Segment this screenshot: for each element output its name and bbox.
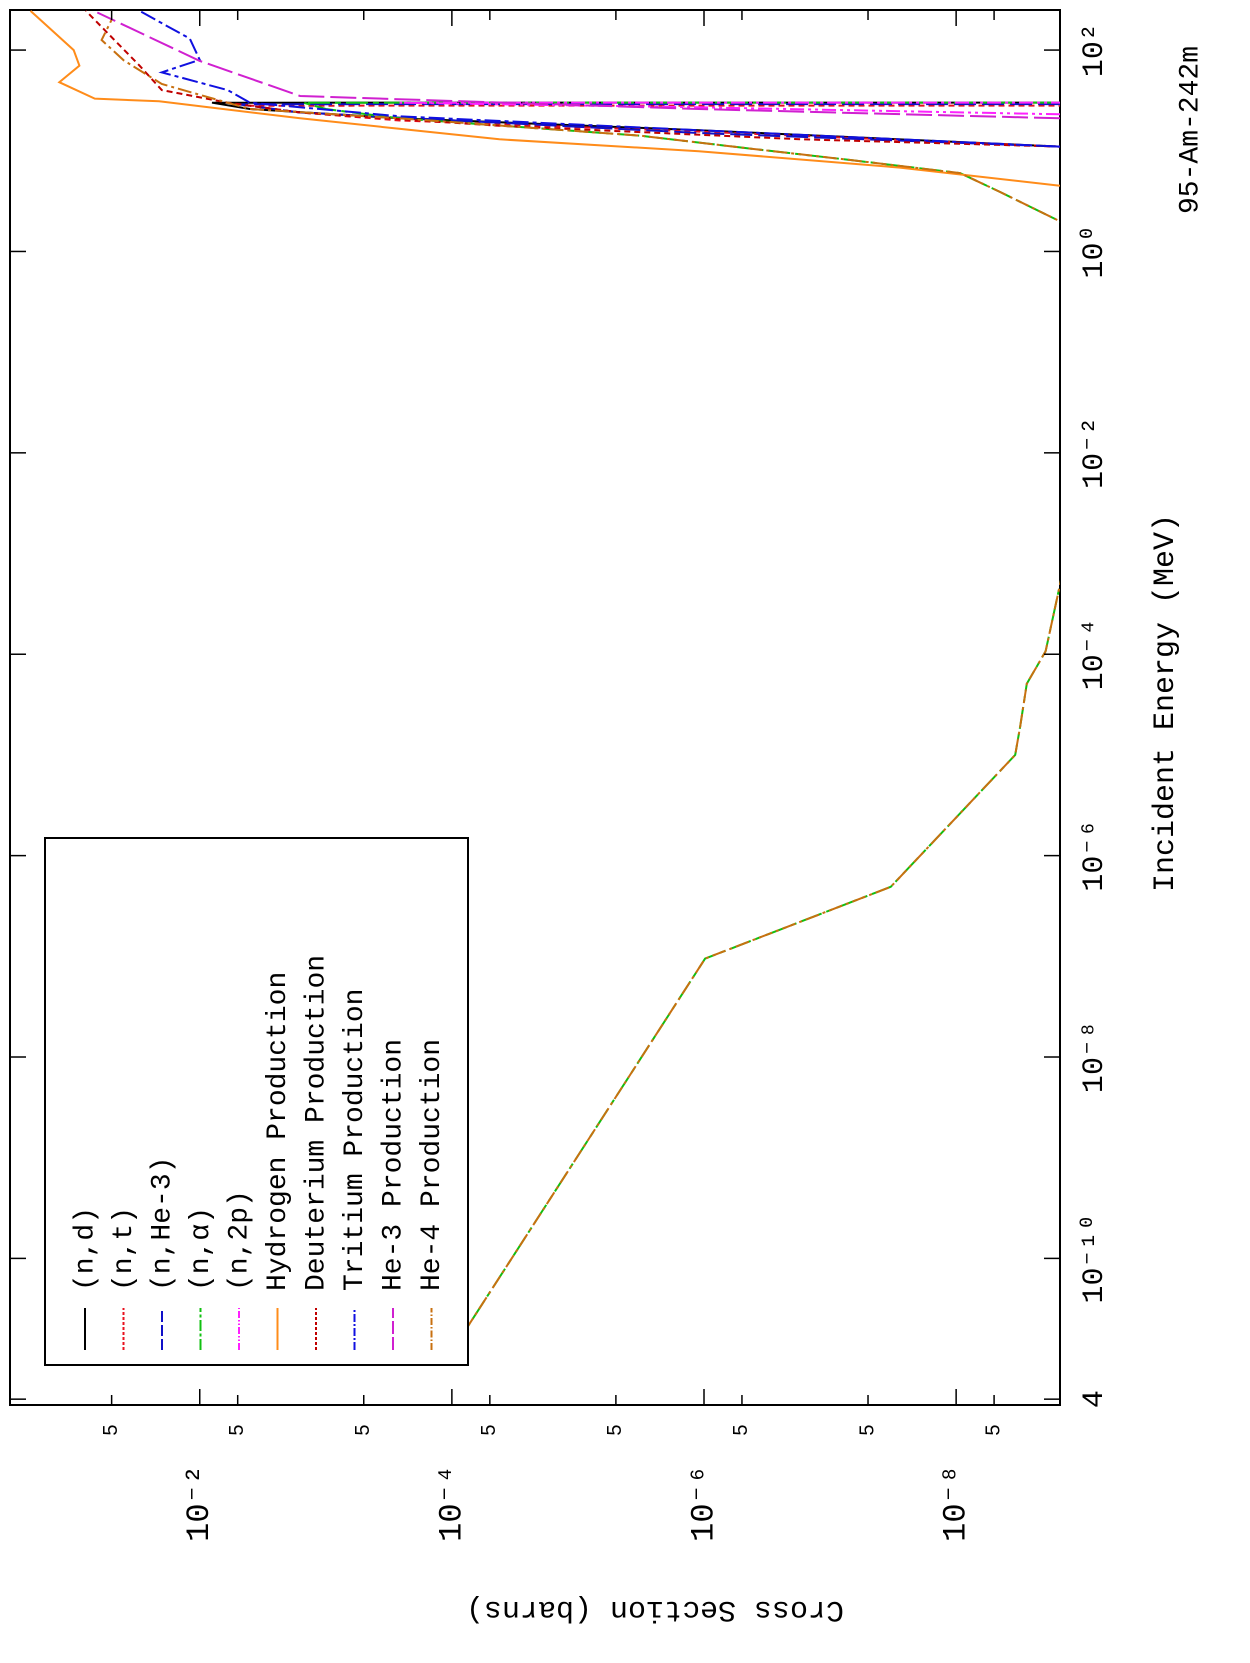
x-tick-label: 10² bbox=[1078, 23, 1112, 77]
series-line bbox=[29, 10, 1060, 187]
x-tick-label: 10⁻⁶ bbox=[1078, 820, 1112, 892]
y-tick-label: 5 bbox=[982, 1424, 1004, 1435]
legend-label: (n,He-3) bbox=[147, 1157, 178, 1291]
x-tick-label: 10⁻⁸ bbox=[1078, 1021, 1112, 1093]
x-tick-label: 10⁰ bbox=[1078, 224, 1112, 278]
legend-box bbox=[44, 837, 469, 1366]
y-tick-label: 10⁻⁶ bbox=[685, 1465, 722, 1542]
legend-label: Hydrogen Production bbox=[263, 972, 294, 1291]
legend-label: Deuterium Production bbox=[301, 955, 332, 1291]
chart-title: 95-Am-242m bbox=[1175, 46, 1206, 214]
rotated-plot: 95-Am-242m Incident Energy (MeV) Cross S… bbox=[9, 9, 1206, 1626]
plot-frame bbox=[9, 9, 1061, 1406]
legend-label: He-4 Production bbox=[417, 1039, 448, 1291]
y-tick-label: 5 bbox=[100, 1424, 122, 1435]
legend-label: (n,2p) bbox=[224, 1190, 255, 1291]
series-line bbox=[139, 10, 1060, 148]
y-tick-label: 5 bbox=[352, 1424, 374, 1435]
x-tick-label: 10⁻⁴ bbox=[1078, 618, 1112, 690]
y-axis-label: Cross Section (barns) bbox=[466, 1592, 844, 1626]
series-layer bbox=[29, 10, 1060, 1352]
legend-label: (n,d) bbox=[70, 1207, 101, 1291]
legend-label: (n,t) bbox=[109, 1207, 140, 1291]
x-tick-label: 4 bbox=[1078, 1390, 1112, 1408]
x-tick-label: 10⁻¹⁰ bbox=[1078, 1213, 1112, 1303]
y-tick-label: 5 bbox=[226, 1424, 248, 1435]
legend-label: (n,α) bbox=[186, 1207, 217, 1291]
series-line bbox=[100, 19, 1060, 1352]
series-line bbox=[399, 101, 1060, 116]
y-tick-label: 10⁻⁴ bbox=[433, 1465, 470, 1542]
y-tick-label: 5 bbox=[604, 1424, 626, 1435]
y-tick-label: 10⁻⁸ bbox=[938, 1465, 975, 1542]
series-line bbox=[303, 101, 1060, 1352]
y-tick-label: 5 bbox=[856, 1424, 878, 1435]
x-axis-label: Incident Energy (MeV) bbox=[1149, 514, 1183, 892]
x-tick-label: 10⁻² bbox=[1078, 417, 1112, 489]
legend-label: Tritium Production bbox=[340, 989, 371, 1291]
series-line bbox=[96, 11, 1060, 120]
y-tick-label: 5 bbox=[730, 1424, 752, 1435]
y-tick-label: 10⁻² bbox=[181, 1465, 218, 1542]
legend-label: He-3 Production bbox=[378, 1039, 409, 1291]
y-tick-label: 5 bbox=[478, 1424, 500, 1435]
